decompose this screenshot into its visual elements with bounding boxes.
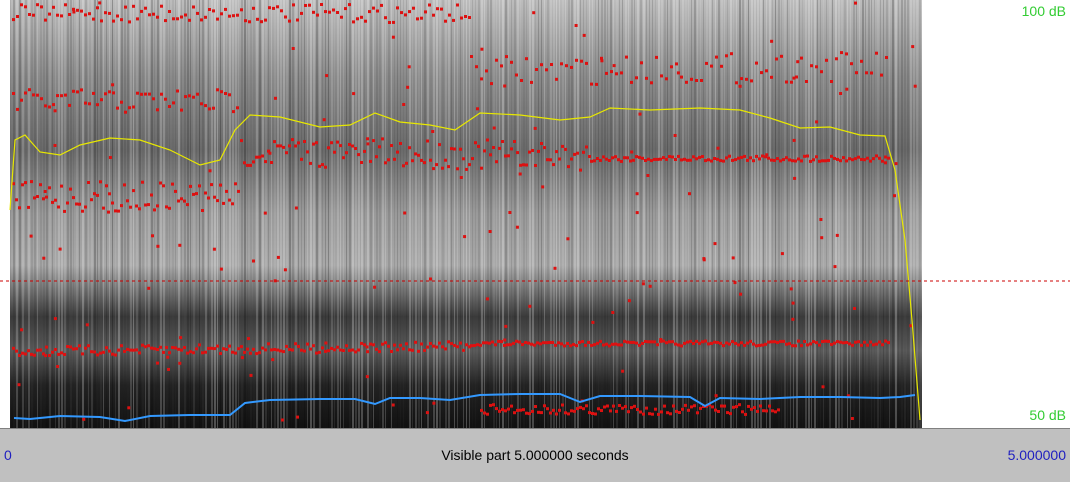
scale-max-label: 100 dB: [1021, 3, 1066, 19]
formant-track: [12, 1, 917, 422]
visible-start-time: 0: [4, 447, 12, 463]
spectrogram-canvas[interactable]: [0, 0, 1070, 428]
visible-part-bar[interactable]: 0 Visible part 5.000000 seconds 5.000000: [0, 428, 1070, 482]
spectrogram-background: [10, 0, 922, 428]
visible-part-label: Visible part 5.000000 seconds: [441, 447, 629, 463]
scale-min-label: 50 dB: [1029, 407, 1066, 423]
visible-end-time: 5.000000: [1007, 447, 1066, 463]
spectrogram-texture: [10, 0, 921, 428]
pitch-curve: [13, 393, 916, 423]
intensity-curve: [9, 107, 921, 421]
spectrogram-panel[interactable]: 100 dB 50 dB: [0, 0, 1070, 428]
spectrogram-fade: [915, 0, 960, 428]
